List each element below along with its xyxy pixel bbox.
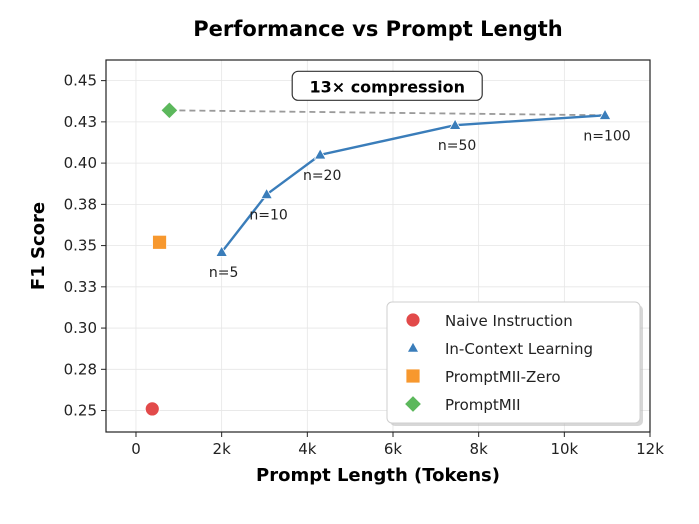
y-tick-label: 0.25 [64, 402, 97, 420]
y-tick-label: 0.35 [64, 237, 97, 255]
y-tick-label: 0.33 [64, 278, 97, 296]
point-label: n=100 [583, 128, 630, 144]
compression-annotation: 13× compression [169, 70, 606, 117]
legend-label: PromptMII [445, 396, 521, 414]
x-tick-label: 10k [550, 440, 578, 458]
point-label: n=20 [303, 168, 341, 184]
series-promptmii [160, 101, 179, 120]
x-tick-label: 0 [131, 440, 141, 458]
point-label: n=10 [249, 207, 287, 223]
x-tick-label: 4k [298, 440, 317, 458]
point-label: n=5 [209, 265, 239, 281]
compression-dashed-line [169, 109, 606, 117]
series-in-context-learning: n=5 n=10 n=20 n=50 n=100 [209, 108, 631, 281]
legend-label: PromptMII-Zero [445, 368, 561, 386]
legend-marker [406, 341, 420, 353]
y-tick-label: 0.43 [64, 113, 97, 131]
x-axis-label: Prompt Length (Tokens) [256, 465, 500, 486]
x-tick-label: 2k [213, 440, 232, 458]
y-tick-label: 0.38 [64, 195, 97, 213]
series-promptmii-zero [152, 234, 167, 250]
series-naive-instruction [144, 401, 160, 417]
series-line [220, 114, 606, 253]
data-series: n=5 n=10 n=20 n=50 n=100 [144, 101, 631, 417]
data-point [160, 101, 179, 120]
y-tick-label: 0.40 [64, 154, 97, 172]
point-label: n=50 [438, 138, 476, 154]
legend: Naive Instruction In-Context Learning Prom… [386, 301, 643, 426]
y-axis-ticks: 0.25 0.28 0.30 0.33 0.35 0.38 0.40 0.43 0.45 [64, 72, 106, 420]
legend-marker [405, 312, 421, 328]
y-axis-label: F1 Score [28, 202, 49, 290]
annotation-box [291, 70, 483, 101]
annotation-text: 13× compression [309, 77, 465, 96]
data-point [215, 245, 229, 257]
grid-lines [106, 60, 651, 432]
data-point [448, 118, 462, 130]
legend-box [386, 301, 641, 424]
x-tick-label: 6k [384, 440, 403, 458]
data-point [144, 401, 160, 417]
legend-label: In-Context Learning [445, 340, 593, 358]
y-tick-label: 0.28 [64, 360, 97, 378]
data-point [260, 187, 274, 200]
x-axis-ticks: 0 2k 4k 6k 8k 10k 12k [131, 432, 664, 458]
data-point [598, 108, 612, 120]
y-tick-label: 0.45 [64, 72, 97, 90]
legend-marker [405, 368, 421, 384]
x-tick-label: 12k [636, 440, 664, 458]
legend-label: Naive Instruction [445, 312, 573, 330]
data-point [313, 148, 327, 160]
legend-marker [404, 395, 422, 413]
data-point [152, 234, 167, 250]
chart-title: Performance vs Prompt Length [193, 17, 562, 41]
y-tick-label: 0.30 [64, 319, 97, 337]
x-tick-label: 8k [470, 440, 489, 458]
